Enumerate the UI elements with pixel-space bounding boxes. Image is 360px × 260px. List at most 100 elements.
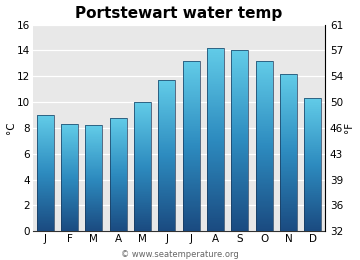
Bar [256, 140, 273, 141]
Bar [256, 196, 273, 197]
Bar [256, 66, 273, 67]
Bar [280, 185, 297, 186]
Bar [183, 176, 200, 177]
Bar [134, 195, 151, 196]
Bar [61, 164, 78, 165]
Bar [256, 192, 273, 193]
Bar [207, 202, 224, 203]
Bar [231, 86, 248, 87]
Bar [231, 125, 248, 126]
Bar [85, 226, 102, 227]
Bar [256, 135, 273, 136]
Bar [37, 135, 54, 136]
Bar [280, 94, 297, 95]
Bar [207, 69, 224, 70]
Bar [256, 156, 273, 157]
Bar [158, 183, 175, 184]
Bar [280, 150, 297, 151]
Bar [256, 191, 273, 192]
Bar [207, 190, 224, 191]
Bar [231, 70, 248, 71]
Bar [61, 224, 78, 225]
Bar [207, 194, 224, 196]
Bar [231, 150, 248, 151]
Bar [109, 159, 127, 160]
Bar [207, 191, 224, 192]
Bar [85, 137, 102, 138]
Bar [61, 198, 78, 199]
Bar [280, 222, 297, 223]
Bar [256, 151, 273, 152]
Bar [183, 175, 200, 176]
Bar [37, 219, 54, 220]
Bar [231, 216, 248, 217]
Bar [183, 225, 200, 226]
Bar [207, 79, 224, 80]
Bar [61, 216, 78, 217]
Bar [37, 180, 54, 181]
Bar [158, 144, 175, 145]
Bar [304, 153, 321, 154]
Bar [61, 161, 78, 162]
Bar [37, 182, 54, 183]
Bar [256, 223, 273, 224]
Bar [256, 92, 273, 93]
Bar [231, 111, 248, 112]
Bar [183, 202, 200, 203]
Bar [37, 131, 54, 132]
Bar [109, 176, 127, 177]
Bar [207, 68, 224, 69]
Bar [134, 184, 151, 185]
Bar [231, 173, 248, 174]
Bar [231, 108, 248, 109]
Bar [280, 179, 297, 180]
Bar [231, 192, 248, 193]
Bar [207, 217, 224, 218]
Bar [37, 140, 54, 141]
Bar [109, 133, 127, 134]
Bar [280, 188, 297, 189]
Bar [231, 196, 248, 197]
Bar [183, 193, 200, 194]
Bar [280, 114, 297, 115]
Bar [37, 206, 54, 207]
Bar [134, 207, 151, 208]
Bar [304, 103, 321, 104]
Bar [231, 180, 248, 181]
Bar [61, 138, 78, 139]
Bar [183, 100, 200, 101]
Bar [109, 209, 127, 210]
Bar [183, 169, 200, 170]
Bar [231, 99, 248, 100]
Bar [304, 164, 321, 165]
Bar [183, 108, 200, 109]
Bar [231, 162, 248, 164]
Bar [280, 225, 297, 226]
Bar [207, 125, 224, 126]
Bar [207, 121, 224, 122]
Bar [183, 63, 200, 64]
Bar [304, 214, 321, 215]
Bar [231, 113, 248, 114]
Bar [256, 194, 273, 196]
Bar [231, 193, 248, 194]
Bar [256, 175, 273, 176]
Bar [231, 95, 248, 96]
Bar [183, 213, 200, 214]
Bar [183, 65, 200, 66]
Bar [207, 129, 224, 130]
Bar [183, 215, 200, 216]
Bar [37, 126, 54, 127]
Bar [207, 149, 224, 150]
Bar [37, 118, 54, 119]
Bar [304, 216, 321, 217]
Bar [183, 199, 200, 200]
Bar [207, 71, 224, 72]
Bar [304, 180, 321, 181]
Bar [183, 177, 200, 178]
Bar [37, 197, 54, 198]
Bar [158, 143, 175, 144]
Bar [85, 195, 102, 196]
Bar [183, 168, 200, 169]
Bar [158, 219, 175, 220]
